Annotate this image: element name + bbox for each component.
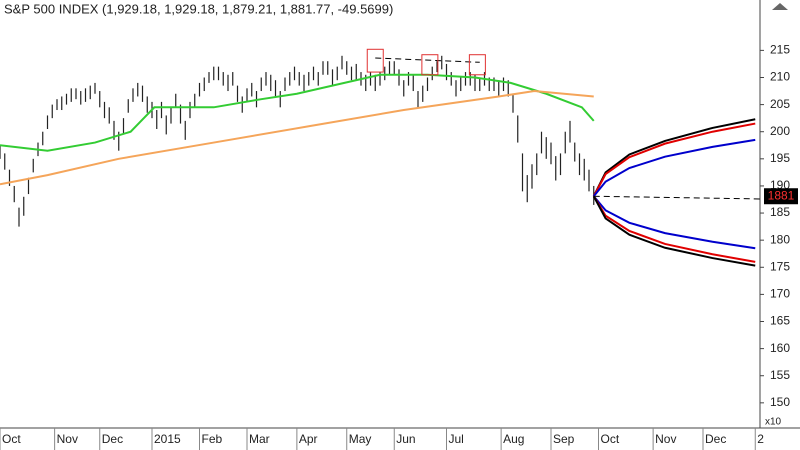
x-tick-label: Apr <box>299 432 318 446</box>
y-tick-label: 170 <box>770 287 790 301</box>
y-tick-label: 160 <box>770 341 790 355</box>
x-tick-label: May <box>349 432 372 446</box>
highlight-box <box>366 48 384 73</box>
x-tick-label: Mar <box>249 432 270 446</box>
x-tick-label: Oct <box>601 432 620 446</box>
line-series <box>375 57 480 63</box>
line-series <box>0 73 595 152</box>
line-series <box>592 195 756 267</box>
x-tick-label: Aug <box>503 432 524 446</box>
y-tick-label: 200 <box>770 124 790 138</box>
scale-note: x10 <box>765 417 782 428</box>
x-tick-label: Jul <box>449 432 464 446</box>
y-tick-label: 165 <box>770 314 790 328</box>
scroll-arrow[interactable] <box>772 3 788 10</box>
line-series <box>592 195 756 263</box>
y-tick-label: 150 <box>770 395 790 409</box>
line-series <box>592 138 756 197</box>
last-value-label: 1881 <box>768 188 795 202</box>
highlight-box <box>468 54 486 76</box>
y-tick-label: 185 <box>770 205 790 219</box>
x-tick-label: Feb <box>202 432 223 446</box>
line-series <box>592 122 756 197</box>
x-tick-label: Dec <box>705 432 726 446</box>
y-tick-label: 205 <box>770 97 790 111</box>
y-tick-label: 175 <box>770 259 790 273</box>
x-tick-label: Nov <box>655 432 676 446</box>
highlight-box <box>421 54 439 76</box>
x-tick-label: Dec <box>102 432 123 446</box>
x-tick-label: Oct <box>2 432 21 446</box>
line-series <box>0 90 594 186</box>
chart-title: S&P 500 INDEX (1,929.18, 1,929.18, 1,879… <box>4 1 393 16</box>
line-series <box>593 195 761 200</box>
x-tick-label: Jun <box>396 432 415 446</box>
y-tick-label: 155 <box>770 368 790 382</box>
y-tick-label: 210 <box>770 70 790 84</box>
line-series <box>592 195 756 250</box>
y-tick-label: 180 <box>770 232 790 246</box>
x-tick-label: 2015 <box>154 432 181 446</box>
y-tick-label: 195 <box>770 151 790 165</box>
x-tick-label: Nov <box>57 432 78 446</box>
y-tick-label: 215 <box>770 43 790 57</box>
x-tick-label: 2 <box>757 432 764 446</box>
last-value-box <box>764 188 798 205</box>
x-tick-label: Sep <box>553 432 575 446</box>
